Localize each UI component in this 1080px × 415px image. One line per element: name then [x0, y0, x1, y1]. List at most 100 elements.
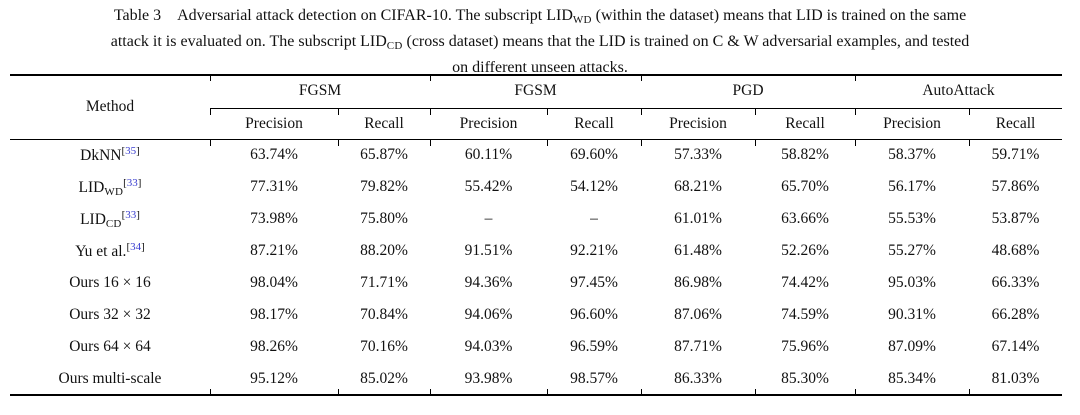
citation-bracket: [ [121, 208, 126, 221]
method-cell: Ours 32 × 32 [10, 299, 210, 331]
caption-text: Table 3 Adversarial attack detection on … [113, 7, 573, 24]
column-separator-tick [338, 139, 339, 146]
column-separator-tick [755, 139, 756, 146]
method-cell: LIDWD[33] [10, 171, 210, 203]
header-mid-rule [210, 108, 1062, 109]
citation-link[interactable]: [34] [126, 241, 144, 253]
citation-bracket: ] [136, 145, 140, 157]
value-cell: 61.01% [674, 210, 722, 227]
column-separator-tick [641, 108, 642, 115]
value-cell: 92.21% [570, 242, 618, 259]
value-cell: 87.06% [674, 306, 722, 323]
table-row: Yu et al.[34] 87.21% 88.20% 91.51% 92.21% 61.… [10, 235, 1062, 267]
value-cell: 95.12% [250, 370, 298, 387]
value-cell: 98.57% [570, 370, 618, 387]
value-cell: 55.53% [888, 210, 936, 227]
table-top-rule [10, 74, 1062, 76]
column-separator-tick [338, 389, 339, 396]
value-cell: 66.28% [991, 306, 1040, 323]
method-cell: Ours 16 × 16 [10, 267, 210, 299]
table-row: Ours 32 × 32 98.17% 70.84% 94.06% 96.60% 87.0… [10, 299, 1062, 331]
value-cell: 98.17% [250, 306, 298, 323]
method-name: Ours 64 × 64 [69, 338, 151, 355]
citation-bracket: ] [141, 241, 145, 253]
caption-line-1: Table 3 Adversarial attack detection on … [0, 5, 1080, 31]
value-cell: 57.86% [991, 178, 1040, 195]
value-cell: 70.84% [360, 306, 408, 323]
table-row: Ours 64 × 64 98.26% 70.16% 94.03% 96.59% 87.7… [10, 331, 1062, 363]
value-cell: 95.03% [888, 274, 936, 291]
subheader-precision-1: Precision [459, 114, 518, 132]
subheader-recall-2: Recall [785, 114, 825, 132]
value-cell: 61.48% [674, 242, 722, 259]
value-cell: 57.33% [674, 146, 722, 163]
column-separator-tick [210, 389, 211, 396]
caption-line-3: on different unseen attacks. [0, 57, 1080, 79]
table-row: Ours multi-scale 95.12% 85.02% 93.98% 98.57%… [10, 363, 1062, 395]
column-separator-tick [755, 108, 756, 115]
column-separator-tick [969, 108, 970, 115]
method-cell: Ours multi-scale [10, 363, 210, 395]
value-cell: 58.82% [781, 146, 829, 163]
group-header-3: AutoAttack [922, 82, 995, 99]
column-separator-tick [547, 139, 548, 146]
method-name: Yu et al. [75, 243, 127, 260]
column-separator-tick [210, 74, 211, 81]
method-name: DkNN [80, 147, 122, 164]
value-cell: 97.45% [570, 274, 618, 291]
column-header-method: Method [85, 97, 135, 115]
caption-text: (within the dataset) means that LID is t… [591, 7, 967, 24]
value-cell: 91.51% [464, 242, 513, 259]
column-separator-tick [969, 139, 970, 146]
value-cell: 53.87% [991, 210, 1040, 227]
column-separator-tick [547, 389, 548, 396]
column-separator-tick [210, 139, 211, 146]
subheader-precision-3: Precision [883, 114, 941, 132]
subheader-recall-1: Recall [574, 114, 614, 132]
caption-text: on different unseen attacks. [452, 59, 628, 76]
value-cell: 63.74% [250, 146, 298, 163]
citation-number[interactable]: 33 [125, 208, 137, 221]
value-cell: 59.71% [991, 146, 1040, 163]
value-cell: 77.31% [250, 178, 298, 195]
citation-bracket: [ [123, 176, 127, 189]
column-separator-tick [641, 139, 642, 146]
table-row: LIDCD[33] 73.98% 75.80% – – 61.01% 63.66% 55.53… [10, 203, 1062, 235]
group-header-0: FGSM [298, 82, 342, 99]
method-name: Ours 32 × 32 [69, 306, 151, 323]
table-row: DkNN[35] 63.74% 65.87% 60.11% 69.60% 57.33% 58… [10, 139, 1062, 171]
method-name: LID [80, 210, 106, 228]
value-cell: 52.26% [781, 242, 829, 259]
column-separator-tick [641, 389, 642, 396]
method-cell: DkNN[35] [10, 139, 210, 171]
citation-number[interactable]: 34 [130, 241, 142, 253]
value-cell: 94.06% [464, 306, 513, 323]
value-cell: 74.42% [781, 274, 829, 291]
value-cell: 94.36% [464, 274, 513, 291]
value-cell: 69.60% [570, 146, 618, 163]
value-cell: 88.20% [360, 242, 408, 259]
caption-line-2: attack it is evaluated on. The subscript… [0, 31, 1080, 57]
method-subscript: WD [104, 185, 124, 198]
value-cell: 86.98% [674, 274, 722, 291]
value-cell: – [590, 210, 598, 227]
method-cell: LIDCD[33] [10, 203, 210, 235]
table-caption: Table 3 Adversarial attack detection on … [0, 5, 1080, 79]
table-bottom-rule [10, 394, 1062, 396]
citation-number[interactable]: 33 [126, 176, 138, 189]
citation-number[interactable]: 35 [125, 145, 137, 157]
value-cell: 75.96% [781, 338, 829, 355]
value-cell: 58.37% [888, 146, 936, 163]
value-cell: 86.33% [674, 370, 722, 387]
value-cell: 87.21% [250, 242, 298, 259]
value-cell: 87.71% [674, 338, 722, 355]
citation-link[interactable]: [35] [122, 145, 140, 157]
column-separator-tick [338, 108, 339, 115]
value-cell: 66.33% [991, 274, 1040, 291]
value-cell: 87.09% [888, 338, 936, 355]
column-separator-tick [641, 74, 642, 81]
value-cell: 96.59% [570, 338, 618, 355]
citation-link[interactable]: [33] [122, 209, 140, 221]
citation-link[interactable]: [33] [123, 177, 141, 189]
